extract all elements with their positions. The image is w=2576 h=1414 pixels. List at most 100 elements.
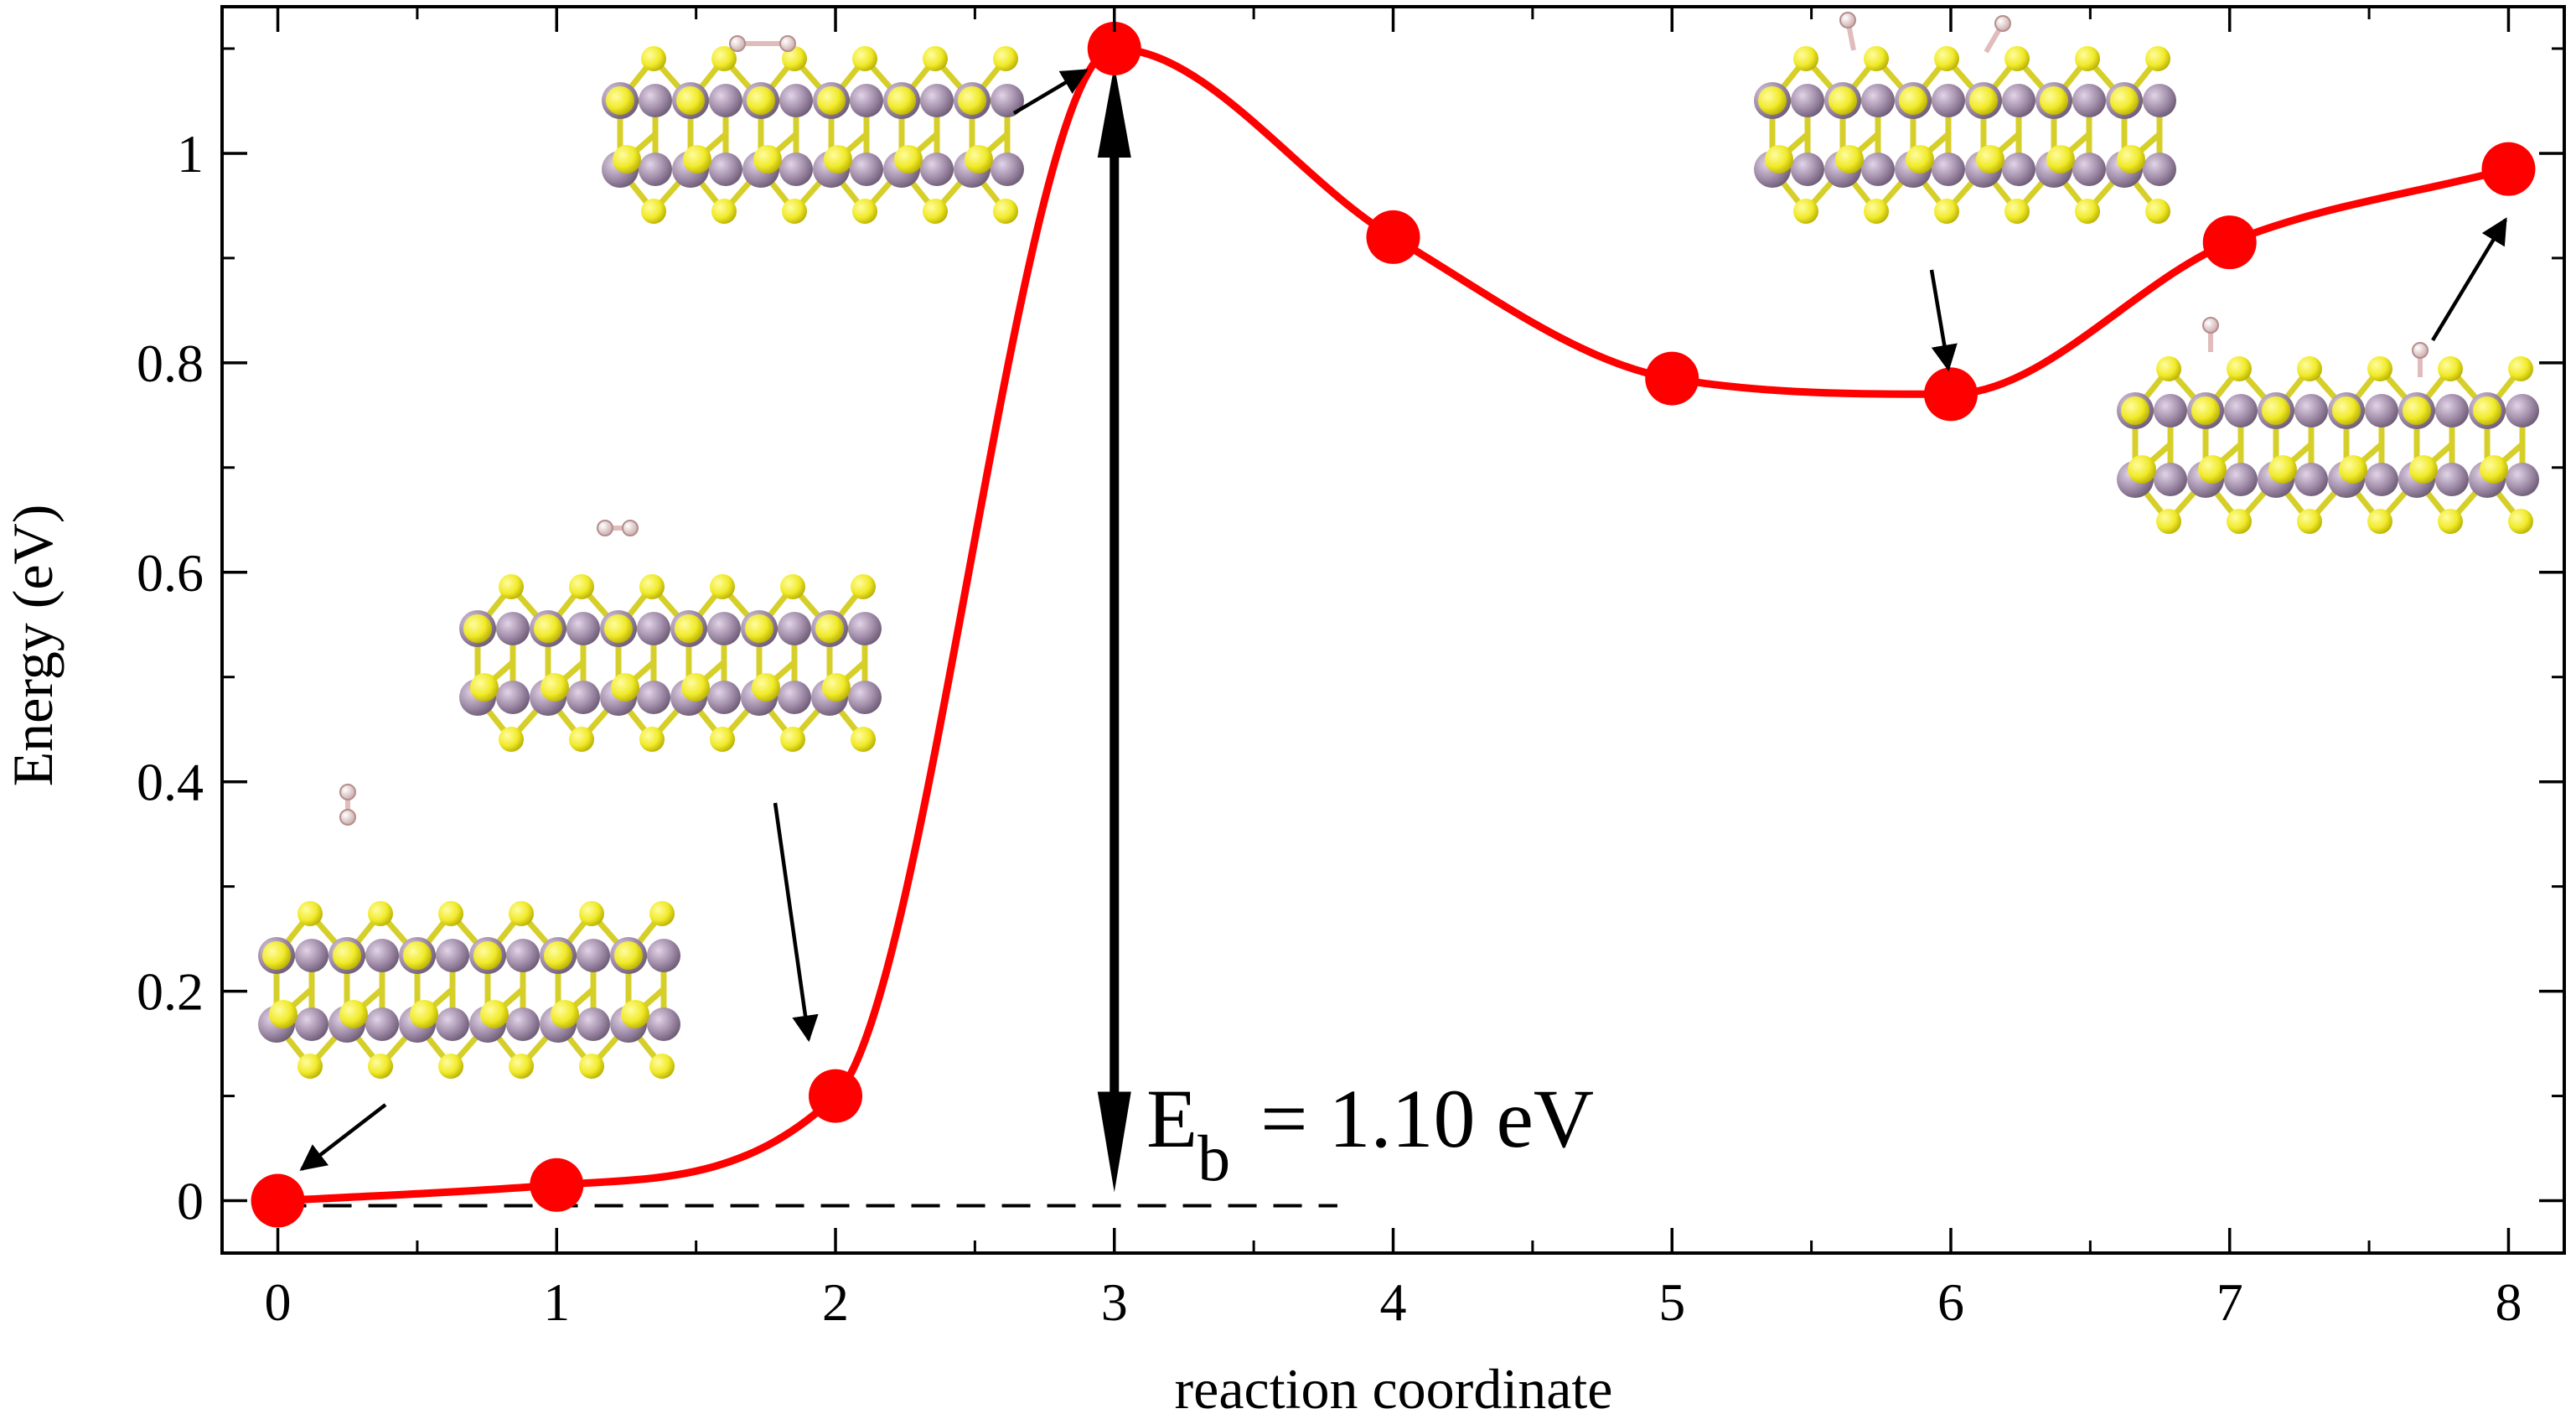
sulfur-atom [509,1054,534,1079]
y-tick-label: 0.2 [137,962,204,1022]
metal-atom [365,1007,399,1041]
inset-pointer-arrow [773,802,819,1043]
sulfur-atom [2145,46,2170,71]
y-tick-label: 0.4 [137,753,204,812]
x-tick-label: 2 [822,1272,849,1332]
sulfur-atom [711,199,737,224]
sulfur-atom [782,199,807,224]
sulfur-atom [368,901,393,926]
metal-atom [1791,153,1824,186]
hydrogen-atom [1994,15,2011,32]
sulfur-atom [480,1000,509,1028]
metal-atom [566,612,600,645]
sulfur-atom [851,727,876,752]
hydrogen-atom [597,520,613,536]
data-point [1923,367,1978,422]
data-point [1645,351,1699,406]
metal-atom [848,612,882,645]
sulfur-atom [368,1054,393,1079]
sulfur-atom [851,574,876,599]
data-points-layer [251,21,2536,1228]
metal-atom [850,84,883,117]
sulfur-atom [2367,356,2392,381]
sulfur-atom [1758,86,1787,115]
x-tick-label: 3 [1101,1272,1128,1332]
metal-atom [709,153,742,186]
metal-atom [506,1007,540,1041]
sulfur-atom [333,941,361,970]
sulfur-atom [2409,455,2438,484]
x-axis-title: reaction coordinate [1175,1357,1613,1414]
sulfur-atom [1969,86,1998,115]
metal-atom [647,939,680,972]
metal-atom [1932,153,1965,186]
hydrogen-atom [1839,12,1856,28]
metal-atom [2002,153,2035,186]
metal-atom [637,612,670,645]
sulfur-atom [2156,509,2181,534]
structure-state-2 [459,520,882,752]
sulfur-atom [745,614,773,643]
sulfur-atom [2145,199,2170,224]
hydrogen-atom [339,784,356,800]
sulfur-atom [621,1000,649,1028]
data-point [1366,210,1420,264]
sulfur-atom [2297,356,2322,381]
sulfur-atom [606,86,634,115]
sulfur-atom [2227,509,2252,534]
sulfur-atom [1934,46,1959,71]
metal-atom [707,612,741,645]
sulfur-atom [1829,86,1857,115]
sulfur-atom [993,199,1018,224]
metal-atom [2365,394,2398,427]
sulfur-atom [534,614,562,643]
sulfur-atom [613,145,641,174]
data-point [251,1173,305,1228]
sulfur-atom [569,574,594,599]
y-tick-label: 0.8 [137,334,204,393]
sulfur-atom [753,145,782,174]
sulfur-atom [2075,199,2100,224]
sulfur-atom [641,199,666,224]
bond-lines [2132,366,2526,524]
sulfur-atom [894,145,923,174]
sulfur-atom [2046,145,2075,174]
sulfur-atom [2508,509,2533,534]
structure-state-8 [2117,317,2539,534]
inset-pointer-arrow [2431,217,2507,342]
metal-atom [848,681,882,714]
metal-atom [778,612,811,645]
sulfur-atom [639,727,665,752]
sulfur-atom [676,86,705,115]
sulfur-atom [614,941,643,970]
metal-atom [637,681,670,714]
data-point [1087,21,1141,75]
metal-atom [295,1007,328,1041]
sulfur-atom [747,86,775,115]
sulfur-atom [569,727,594,752]
sulfur-atom [923,199,948,224]
sulfur-atom [641,46,666,71]
data-point [2481,142,2536,196]
metal-atom [2294,463,2328,496]
structure-insets [258,12,2539,1079]
sulfur-atom [2480,455,2508,484]
metal-atom [639,84,672,117]
sulfur-atom [2110,86,2139,115]
sulfur-atom [780,727,805,752]
y-tick-label: 0.6 [137,543,204,603]
sulfur-atom [2339,455,2367,484]
sulfur-atom [681,673,710,702]
sulfur-atom [551,1000,579,1028]
sulfur-atom [297,1054,323,1079]
metal-atom [2143,84,2176,117]
metal-atom [779,84,813,117]
sulfur-atom [2227,356,2252,381]
inset-pointer-arrow [1929,269,1958,372]
metal-atom [365,939,399,972]
metal-atom [2154,394,2187,427]
sulfur-atom [824,145,852,174]
hydrogen-atom [779,35,796,52]
bond-lines [474,584,868,742]
sulfur-atom [815,614,844,643]
